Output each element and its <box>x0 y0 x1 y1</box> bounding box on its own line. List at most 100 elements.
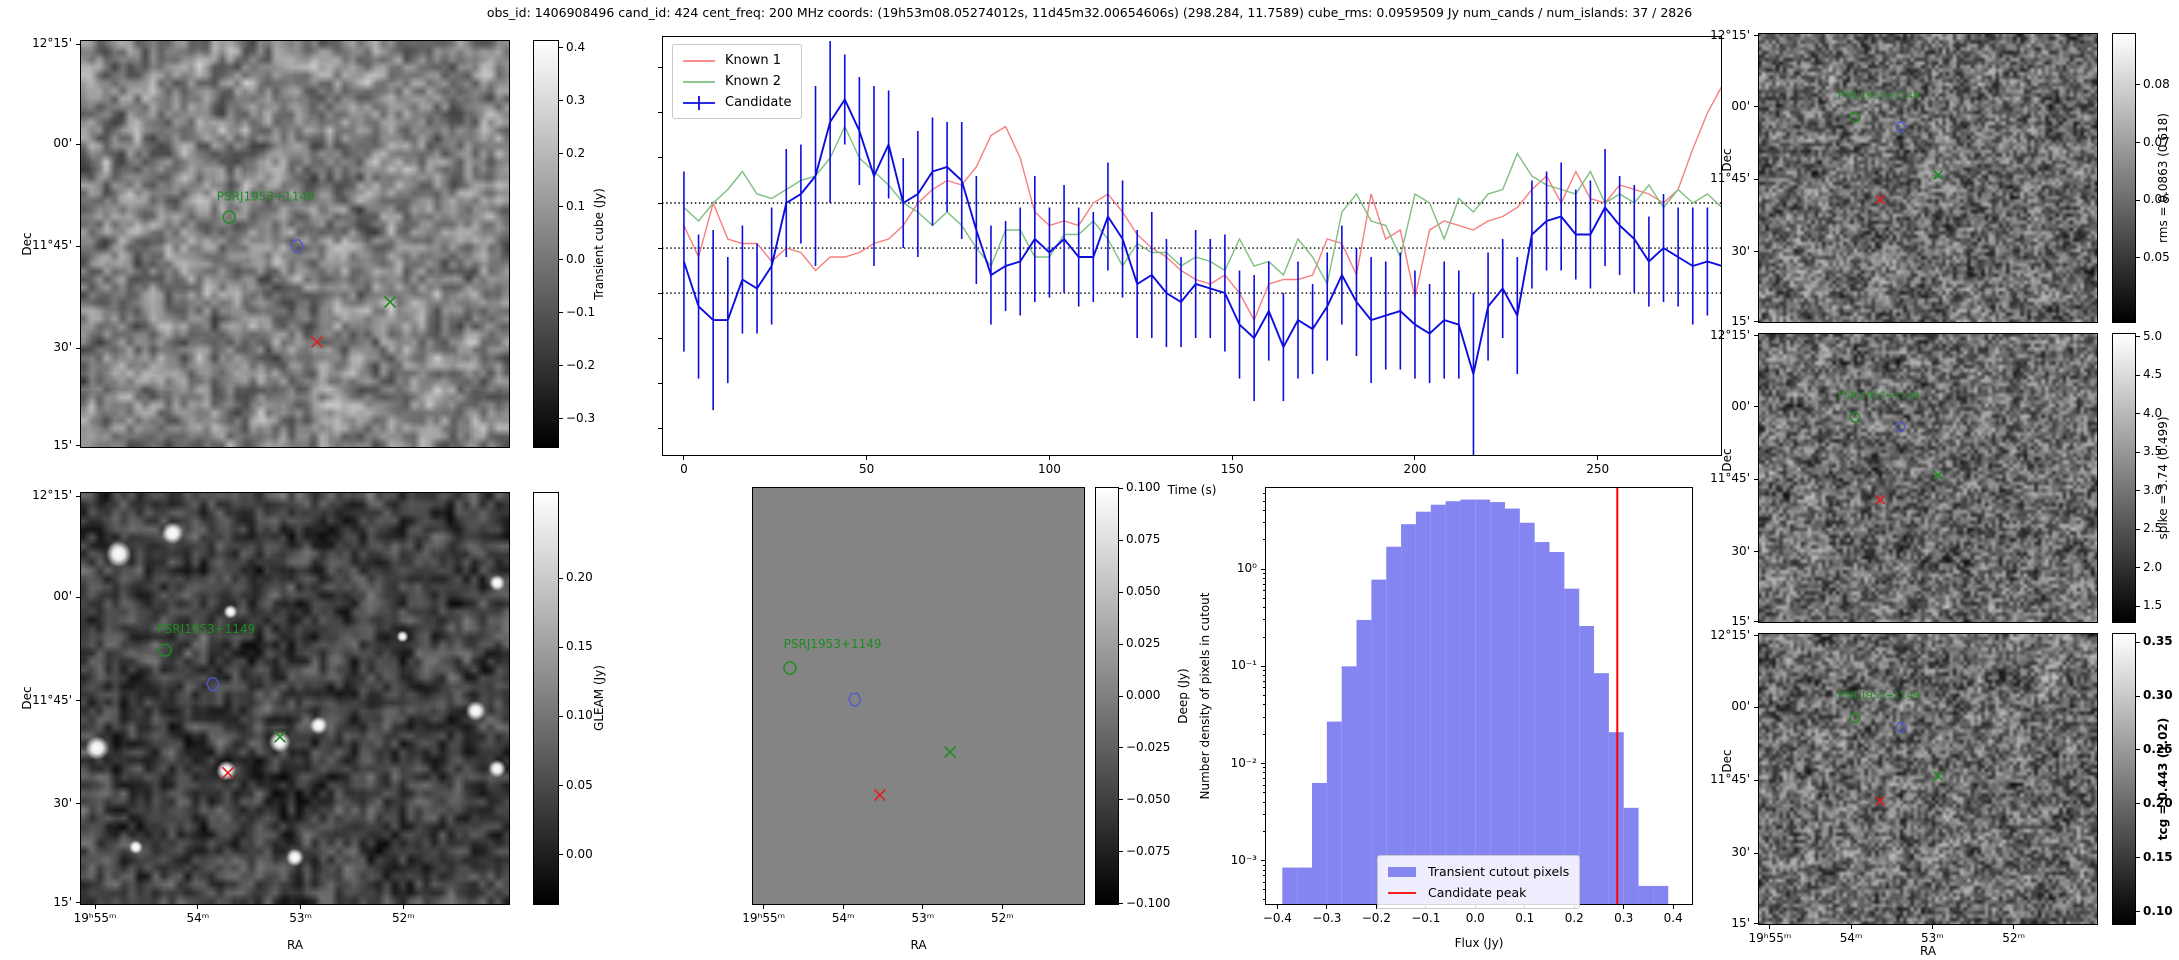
tick-mark <box>1263 607 1266 608</box>
legend-label: Known 2 <box>725 74 781 89</box>
histogram-bar <box>1357 620 1372 905</box>
tick-label: 5.0 <box>2143 329 2179 343</box>
tick-mark <box>1754 406 1758 407</box>
tick-mark <box>1119 747 1123 748</box>
known-source-circle-marker <box>784 662 796 674</box>
tick-mark <box>1263 681 1266 682</box>
tick-label: 4.5 <box>2143 367 2179 381</box>
tick-label: 00' <box>1692 399 1750 413</box>
tick-label: 0.08 <box>2143 77 2179 91</box>
tick-mark <box>403 905 404 909</box>
known-source-circle-marker <box>159 644 171 656</box>
sky-markers: PSRJ1953+1149 <box>80 40 510 448</box>
tick-mark <box>1119 644 1123 645</box>
tick-label: 1.5 <box>2143 598 2179 612</box>
tick-mark <box>559 153 563 154</box>
dec-axis-label-gleam: Dec <box>20 686 34 709</box>
tick-mark <box>76 700 80 701</box>
histogram-legend: Transient cutout pixels Candidate peak <box>1377 855 1580 909</box>
known-source-label: PSRJ1953+1149 <box>784 637 882 651</box>
tick-mark <box>1119 851 1123 852</box>
tick-label: 00' <box>1692 699 1750 713</box>
tick-mark <box>2136 200 2140 201</box>
tick-label: 30' <box>14 796 72 810</box>
histogram-bar <box>1401 524 1416 905</box>
histogram-bar <box>1431 505 1446 905</box>
colorbar-label-rms: rms = 0.0863 (0.618) <box>2156 113 2170 243</box>
x-marker <box>1934 772 1943 781</box>
tick-label: 54ᵐ <box>158 911 238 925</box>
x-marker <box>222 767 233 778</box>
tick-label: 10⁰ <box>1215 561 1257 575</box>
tick-label: 0.4 <box>566 40 626 54</box>
tick-mark <box>1263 578 1266 579</box>
colorbar-tcg <box>2112 633 2136 925</box>
tick-mark <box>658 112 662 113</box>
tick-mark <box>2136 567 2140 568</box>
tick-mark <box>559 100 563 101</box>
tick-mark <box>2136 490 2140 491</box>
tick-mark <box>1597 456 1598 460</box>
tick-mark <box>1261 763 1265 764</box>
tick-mark <box>76 496 80 497</box>
candidate-island-contour <box>849 693 861 706</box>
tick-mark <box>1754 551 1758 552</box>
histogram-bar <box>1297 868 1312 905</box>
tick-mark <box>559 647 563 648</box>
lightcurve-x-axis-label: Time (s) <box>662 483 1722 497</box>
tick-label: 30' <box>1692 845 1750 859</box>
tick-label: 54ᵐ <box>1811 931 1891 945</box>
tick-mark <box>76 597 80 598</box>
sky-markers: PSRJ1953+1149 <box>80 492 510 905</box>
known-source-circle-marker <box>1850 412 1860 422</box>
x-marker <box>311 336 322 347</box>
histogram-bar <box>1460 500 1475 905</box>
tick-mark <box>1851 925 1852 929</box>
legend-label: Candidate peak <box>1428 885 1526 900</box>
tick-mark <box>2136 375 2140 376</box>
tick-mark <box>2136 911 2140 912</box>
colorbar-gleam <box>533 492 559 905</box>
tick-mark <box>76 144 80 145</box>
tick-label: 30' <box>14 340 72 354</box>
known-source-label: PSRJ1953+1149 <box>217 189 315 203</box>
tick-mark <box>2136 696 2140 697</box>
tick-label: 0.05 <box>566 778 626 792</box>
tick-mark <box>559 716 563 717</box>
tick-label: 0.075 <box>1126 532 1186 546</box>
tick-mark <box>1754 707 1758 708</box>
tick-label: 200 <box>1385 462 1445 476</box>
colorbar-deep <box>1095 487 1119 905</box>
known-source-circle-marker <box>1850 713 1860 723</box>
tick-mark <box>2136 529 2140 530</box>
tick-mark <box>1623 905 1624 909</box>
candidate-island-contour <box>1896 723 1905 733</box>
tick-mark <box>559 578 563 579</box>
tick-label: 52ᵐ <box>1974 931 2054 945</box>
legend-entry: Known 1 <box>681 50 791 71</box>
tick-label: 19ʰ55ᵐ <box>55 911 135 925</box>
tick-mark <box>2136 606 2140 607</box>
tick-mark <box>1754 621 1758 622</box>
tick-label: −0.1 <box>566 305 626 319</box>
tick-mark <box>2136 642 2140 643</box>
known-source-label: PSRJ1953+1149 <box>1838 691 1920 702</box>
legend-entry: Known 2 <box>681 71 791 92</box>
flux-histogram-plot <box>1265 487 1693 905</box>
tick-label: −0.075 <box>1126 844 1186 858</box>
known-source-circle-marker <box>223 211 235 223</box>
tick-mark <box>76 803 80 804</box>
tick-label: 15' <box>14 895 72 909</box>
dec-axis-label-transient: Dec <box>20 232 34 255</box>
histogram-bar <box>1386 547 1401 905</box>
tick-label: 52ᵐ <box>962 911 1042 925</box>
colorbar-transient <box>533 40 559 448</box>
tick-mark <box>559 47 563 48</box>
tick-label: −0.025 <box>1126 740 1186 754</box>
x-marker <box>274 731 285 742</box>
tick-label: 0.30 <box>2143 688 2179 702</box>
colorbar-rms <box>2112 33 2136 323</box>
tick-label: 19ʰ55ᵐ <box>1730 931 1810 945</box>
tick-label: −0.100 <box>1126 896 1186 910</box>
tick-mark <box>866 456 867 460</box>
